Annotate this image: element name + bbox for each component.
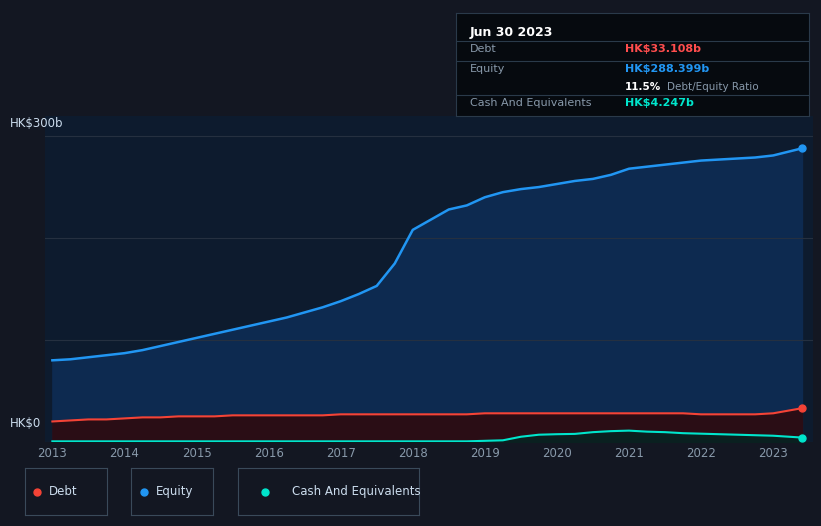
- Text: Equity: Equity: [470, 64, 505, 75]
- Text: 11.5%: 11.5%: [625, 82, 662, 92]
- Text: Debt/Equity Ratio: Debt/Equity Ratio: [667, 82, 759, 92]
- Text: HK$300b: HK$300b: [10, 117, 63, 130]
- Text: HK$4.247b: HK$4.247b: [625, 98, 694, 108]
- Text: Debt: Debt: [49, 485, 78, 498]
- Text: HK$288.399b: HK$288.399b: [625, 64, 709, 75]
- Text: HK$0: HK$0: [10, 417, 41, 430]
- Text: Debt: Debt: [470, 44, 497, 54]
- Text: Cash And Equivalents: Cash And Equivalents: [292, 485, 421, 498]
- Text: Equity: Equity: [156, 485, 194, 498]
- Text: Jun 30 2023: Jun 30 2023: [470, 26, 553, 39]
- Text: HK$33.108b: HK$33.108b: [625, 44, 701, 54]
- Text: Cash And Equivalents: Cash And Equivalents: [470, 98, 591, 108]
